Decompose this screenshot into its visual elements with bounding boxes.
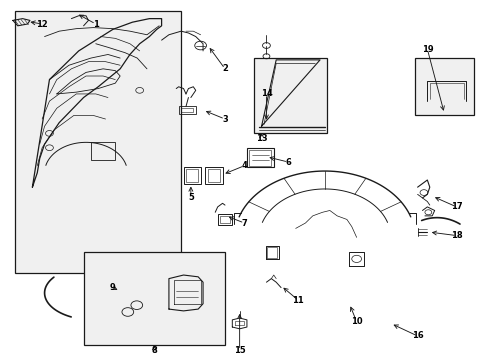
FancyBboxPatch shape (15, 12, 181, 273)
Text: 2: 2 (222, 64, 227, 73)
FancyBboxPatch shape (83, 252, 224, 345)
Text: 3: 3 (222, 114, 227, 123)
Text: 11: 11 (292, 296, 304, 305)
Text: 14: 14 (260, 89, 272, 98)
Text: 18: 18 (450, 231, 462, 240)
Text: 19: 19 (421, 45, 432, 54)
Text: 7: 7 (241, 219, 247, 228)
Text: 4: 4 (241, 161, 247, 170)
Text: 8: 8 (151, 346, 157, 355)
Text: 10: 10 (350, 317, 362, 326)
Text: 13: 13 (255, 134, 267, 143)
Text: 9: 9 (110, 283, 116, 292)
Text: 17: 17 (450, 202, 462, 211)
Text: 15: 15 (233, 346, 245, 355)
Text: 1: 1 (93, 19, 99, 28)
FancyBboxPatch shape (414, 58, 473, 116)
Text: 6: 6 (285, 158, 291, 167)
Text: 12: 12 (36, 19, 48, 28)
Text: 16: 16 (411, 332, 423, 341)
FancyBboxPatch shape (254, 58, 327, 134)
Text: 5: 5 (187, 193, 193, 202)
